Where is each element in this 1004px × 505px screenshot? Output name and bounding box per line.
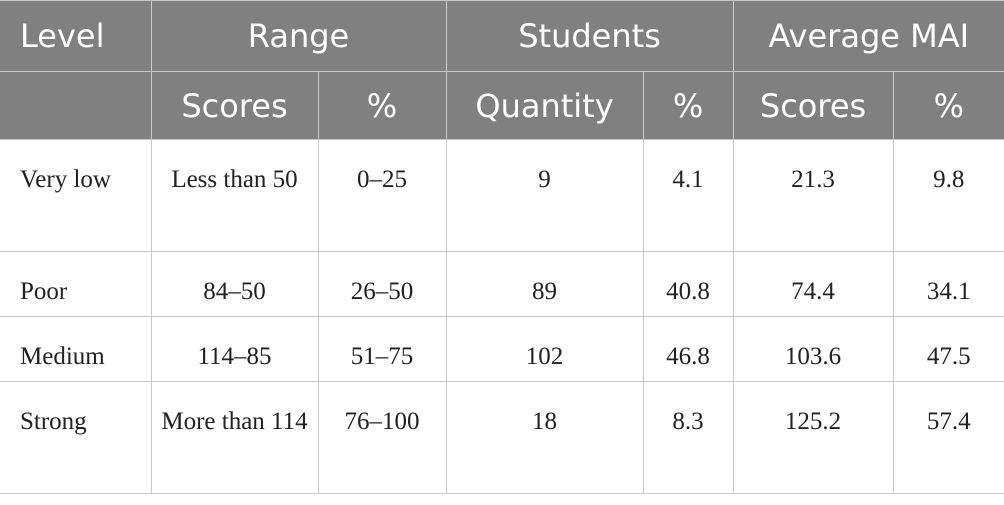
table-cell: 84–50 [150, 251, 319, 317]
header-cell: % [642, 71, 734, 140]
header-cell: Average MAI [732, 0, 1004, 72]
header-cell [0, 71, 152, 140]
table-cell: 40.8 [642, 251, 734, 317]
table-cell: 102 [445, 316, 644, 382]
table-cell: 18 [445, 381, 644, 494]
table-cell: 47.5 [892, 316, 1004, 382]
table-cell: 46.8 [642, 316, 734, 382]
table-cell: 114–85 [150, 316, 319, 382]
table-cell: 76–100 [317, 381, 447, 494]
header-cell: Range [150, 0, 447, 72]
table-cell: Less than 50 [150, 139, 319, 252]
header-cell: Scores [150, 71, 319, 140]
data-table: Level Range Students Average MAI Scores … [0, 0, 1004, 494]
table-cell: Strong [0, 381, 152, 494]
subheader-row: Scores % Quantity % Scores % [0, 71, 1004, 140]
table-cell: Poor [0, 251, 152, 317]
header-cell: % [892, 71, 1004, 140]
table-cell: 9.8 [892, 139, 1004, 252]
table-cell: 0–25 [317, 139, 447, 252]
header-row: Level Range Students Average MAI [0, 0, 1004, 72]
header-cell: Quantity [445, 71, 644, 140]
table-cell: 89 [445, 251, 644, 317]
table-row: Medium 114–85 51–75 102 46.8 103.6 47.5 [0, 316, 1004, 382]
table-body: Very low Less than 50 0–25 9 4.1 21.3 9.8 Poor 8… [0, 139, 1004, 494]
table-cell: 8.3 [642, 381, 734, 494]
table-cell: 74.4 [732, 251, 894, 317]
table-cell: Medium [0, 316, 152, 382]
table-cell: Very low [0, 139, 152, 252]
table-cell: 21.3 [732, 139, 894, 252]
table-cell: 4.1 [642, 139, 734, 252]
header-cell: Students [445, 0, 734, 72]
table-cell: 26–50 [317, 251, 447, 317]
table-row: Very low Less than 50 0–25 9 4.1 21.3 9.8 [0, 139, 1004, 252]
table-cell: 57.4 [892, 381, 1004, 494]
table-cell: 34.1 [892, 251, 1004, 317]
table-row: Strong More than 114 76–100 18 8.3 125.2 57.4 [0, 381, 1004, 494]
table-cell: 9 [445, 139, 644, 252]
table-cell: 125.2 [732, 381, 894, 494]
header-cell: Scores [732, 71, 894, 140]
table-cell: 103.6 [732, 316, 894, 382]
table-cell: 51–75 [317, 316, 447, 382]
header-cell: Level [0, 0, 152, 72]
header-cell: % [317, 71, 447, 140]
table-cell: More than 114 [150, 381, 319, 494]
table-row: Poor 84–50 26–50 89 40.8 74.4 34.1 [0, 251, 1004, 317]
